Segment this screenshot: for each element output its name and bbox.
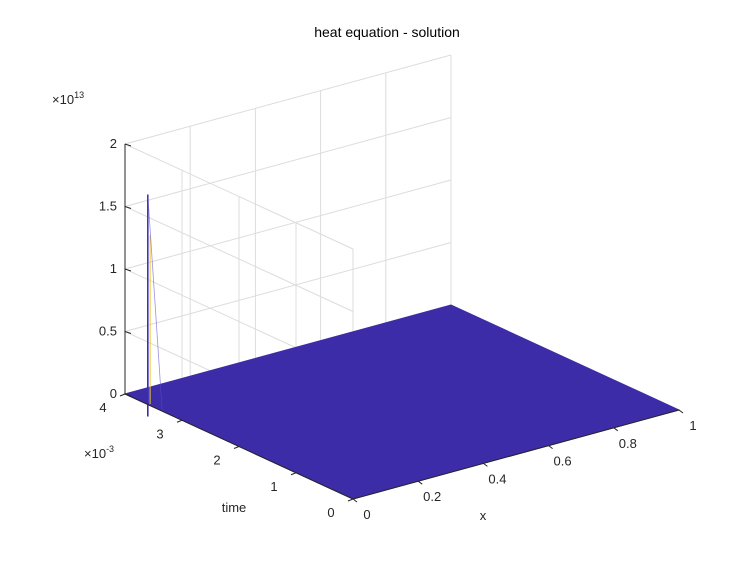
z-tick-mark xyxy=(124,393,132,397)
z-tick-mark xyxy=(124,143,132,147)
x-tick-label: 1 xyxy=(689,418,696,433)
z-exponent-base: ×10 xyxy=(52,92,74,107)
solution-surface xyxy=(123,304,681,500)
x-tick-label: 0.4 xyxy=(488,471,506,486)
surface-layer xyxy=(123,194,681,500)
time-tick-label: 4 xyxy=(99,400,106,415)
x-tick-mark xyxy=(548,445,553,450)
x-tick-mark xyxy=(483,462,488,467)
z-tick-label: 0 xyxy=(110,386,117,401)
x-tick-mark xyxy=(417,480,423,485)
x-tick-label: 0.8 xyxy=(619,436,637,451)
z-tick-mark xyxy=(124,331,132,334)
z-tick-label: 0.5 xyxy=(99,324,117,339)
time-tick-label: 2 xyxy=(213,453,220,468)
x-tick-mark xyxy=(352,498,358,503)
time-tick-mark xyxy=(347,498,354,502)
x-axis-label: x xyxy=(480,508,487,523)
grid-line xyxy=(123,117,452,312)
z-exponent-power: 13 xyxy=(74,90,84,100)
x-tick-mark xyxy=(613,427,619,432)
x-axis-line xyxy=(352,409,680,500)
x-tick-label: 0 xyxy=(363,507,370,522)
x-tick-label: 0.2 xyxy=(423,489,441,504)
z-tick-label: 1.5 xyxy=(99,199,117,214)
time-tick-mark xyxy=(119,393,126,397)
z-tick-mark xyxy=(124,268,132,272)
spike-edge xyxy=(147,194,163,412)
chart-title: heat equation - solution xyxy=(314,24,460,40)
z-tick-label: 2 xyxy=(110,136,117,151)
y-exponent-power: -3 xyxy=(106,444,114,454)
time-tick-mark xyxy=(233,446,240,449)
y-exponent-label: ×10-3 xyxy=(84,444,114,461)
time-tick-label: 3 xyxy=(156,426,163,441)
time-tick-mark xyxy=(290,472,297,476)
time-tick-mark xyxy=(176,419,183,423)
z-exponent-label: ×1013 xyxy=(52,90,84,107)
x-tick-mark xyxy=(678,409,684,414)
x-tick-label: 0.6 xyxy=(554,454,572,469)
labels-layer: heat equation - solution x time ×1013 ×1… xyxy=(52,24,697,523)
y-exponent-base: ×10 xyxy=(84,446,106,461)
time-tick-label: 1 xyxy=(270,479,277,494)
axes-layer xyxy=(119,143,684,503)
time-tick-label: 0 xyxy=(327,505,334,520)
grid-line xyxy=(123,54,452,250)
z-tick-mark xyxy=(124,206,132,209)
z-tick-label: 1 xyxy=(110,261,117,276)
y-axis-label: time xyxy=(222,500,247,515)
